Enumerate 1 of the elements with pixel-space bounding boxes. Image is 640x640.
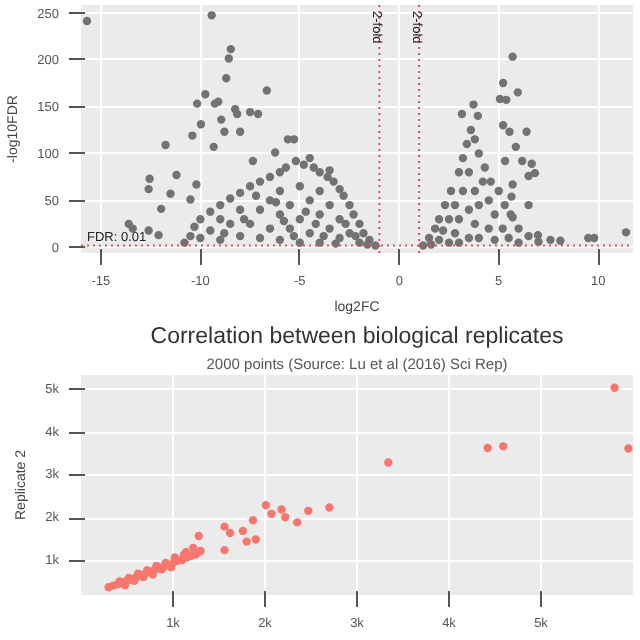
chart-title: Correlation between biological replicates	[150, 325, 564, 349]
